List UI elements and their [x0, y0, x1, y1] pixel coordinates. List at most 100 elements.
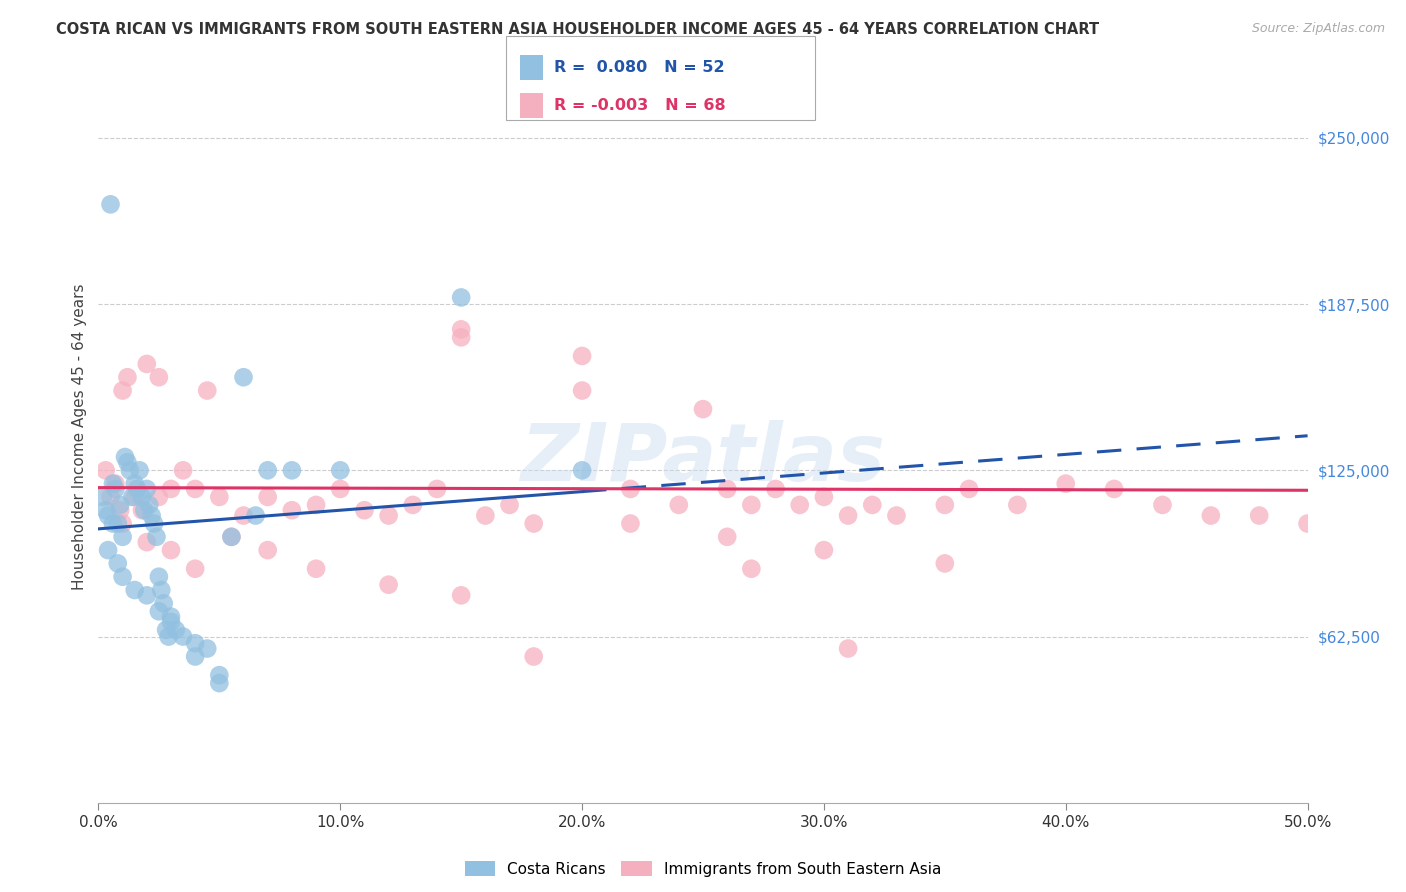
Point: [1152, 498, 1174, 512]
Point: [138, 498, 160, 512]
Point: [498, 498, 520, 512]
Point: [377, 508, 399, 523]
Point: [195, 384, 218, 398]
Point: [152, 596, 174, 610]
Point: [837, 508, 859, 523]
Point: [165, 623, 187, 637]
Point: [716, 482, 738, 496]
Point: [813, 543, 835, 558]
Point: [716, 530, 738, 544]
Point: [571, 384, 593, 398]
Point: [108, 503, 131, 517]
Point: [1054, 476, 1077, 491]
Text: R =  0.080   N = 52: R = 0.080 N = 52: [554, 61, 724, 76]
Point: [353, 503, 375, 517]
Point: [450, 588, 472, 602]
Point: [1296, 516, 1319, 531]
Point: [668, 498, 690, 512]
Point: [111, 530, 134, 544]
Point: [135, 588, 157, 602]
Point: [94, 503, 117, 517]
Point: [232, 370, 254, 384]
Point: [245, 508, 267, 523]
Point: [124, 476, 146, 491]
Point: [101, 516, 124, 531]
Point: [329, 463, 352, 477]
Point: [305, 562, 328, 576]
Point: [934, 498, 956, 512]
Point: [256, 463, 278, 477]
Point: [111, 384, 134, 398]
Point: [765, 482, 787, 496]
Point: [740, 498, 762, 512]
Point: [1102, 482, 1125, 496]
Point: [107, 557, 129, 571]
Point: [402, 498, 425, 512]
Point: [789, 498, 811, 512]
Point: [184, 482, 207, 496]
Point: [172, 630, 194, 644]
Point: [94, 463, 117, 477]
Point: [97, 543, 120, 558]
Point: [692, 402, 714, 417]
Point: [450, 330, 472, 344]
Point: [957, 482, 980, 496]
Point: [221, 530, 243, 544]
Point: [426, 482, 449, 496]
Point: [160, 543, 183, 558]
Point: [100, 490, 122, 504]
Point: [145, 530, 167, 544]
Point: [148, 604, 170, 618]
Point: [208, 676, 231, 690]
Point: [148, 370, 170, 384]
Point: [131, 490, 153, 504]
Point: [104, 482, 127, 496]
Point: [134, 503, 156, 517]
Point: [523, 649, 546, 664]
Y-axis label: Householder Income Ages 45 - 64 years: Householder Income Ages 45 - 64 years: [72, 284, 87, 591]
Point: [860, 498, 883, 512]
Point: [450, 322, 472, 336]
Point: [111, 516, 134, 531]
Point: [157, 630, 180, 644]
Point: [886, 508, 908, 523]
Point: [124, 582, 146, 597]
Point: [281, 503, 304, 517]
Point: [619, 516, 641, 531]
Point: [221, 530, 243, 544]
Point: [160, 609, 183, 624]
Point: [571, 349, 593, 363]
Point: [121, 490, 143, 504]
Point: [172, 463, 194, 477]
Point: [208, 668, 231, 682]
Point: [329, 482, 352, 496]
Point: [107, 516, 129, 531]
Point: [135, 535, 157, 549]
Point: [1199, 508, 1222, 523]
Text: R = -0.003   N = 68: R = -0.003 N = 68: [554, 97, 725, 112]
Point: [281, 463, 304, 477]
Point: [124, 490, 146, 504]
Point: [143, 516, 166, 531]
Text: Source: ZipAtlas.com: Source: ZipAtlas.com: [1251, 22, 1385, 36]
Point: [523, 516, 546, 531]
Point: [377, 577, 399, 591]
Point: [127, 482, 149, 496]
Point: [131, 503, 153, 517]
Point: [184, 636, 207, 650]
Point: [100, 197, 122, 211]
Point: [208, 490, 231, 504]
Point: [184, 649, 207, 664]
Point: [150, 582, 173, 597]
Point: [305, 498, 328, 512]
Point: [256, 490, 278, 504]
Point: [141, 508, 163, 523]
Point: [1249, 508, 1271, 523]
Point: [813, 490, 835, 504]
Point: [571, 463, 593, 477]
Point: [160, 482, 183, 496]
Point: [114, 450, 136, 464]
Point: [111, 570, 134, 584]
Point: [108, 498, 131, 512]
Point: [256, 543, 278, 558]
